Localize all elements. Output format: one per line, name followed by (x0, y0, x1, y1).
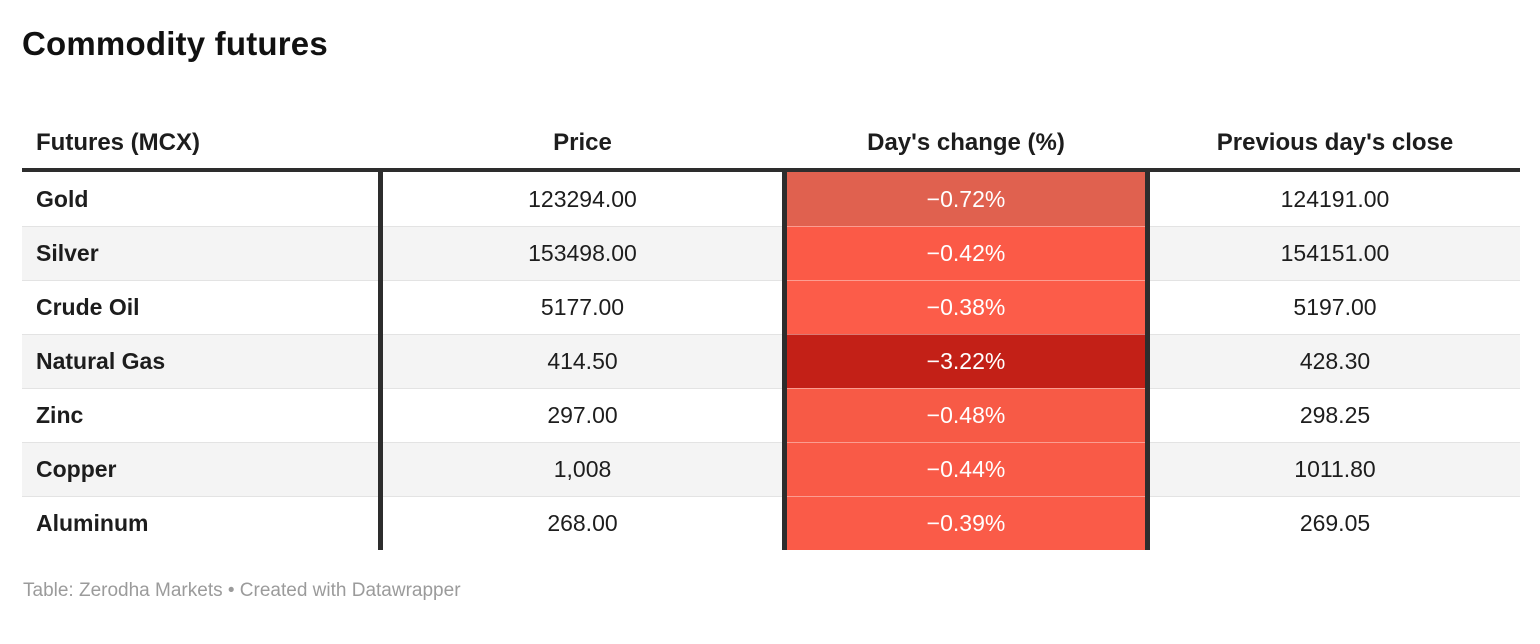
column-divider (378, 442, 383, 496)
column-header-days-change: Day's change (%) (867, 129, 1065, 156)
column-divider (378, 280, 383, 334)
column-header-price: Price (553, 129, 612, 156)
cell-days-change: −0.39% (787, 496, 1145, 550)
cell-commodity-name: Aluminum (22, 496, 378, 550)
cell-days-change: −3.22% (787, 334, 1145, 388)
cell-price: 153498.00 (383, 226, 782, 280)
table-row: Copper 1,008 −0.44% 1011.80 (22, 442, 1520, 496)
column-divider (1145, 280, 1150, 334)
column-divider (782, 496, 787, 550)
cell-commodity-name: Natural Gas (22, 334, 378, 388)
column-divider (782, 172, 787, 226)
column-divider (782, 442, 787, 496)
column-divider (782, 334, 787, 388)
table-row: Zinc 297.00 −0.48% 298.25 (22, 388, 1520, 442)
cell-days-change: −0.38% (787, 280, 1145, 334)
column-divider (1145, 496, 1150, 550)
table-body: Gold 123294.00 −0.72% 124191.00 Silver 1… (22, 172, 1520, 550)
commodity-futures-table: Futures (MCX) Price Day's change (%) Pre… (22, 118, 1520, 550)
cell-prev-close: 5197.00 (1150, 280, 1520, 334)
cell-price: 123294.00 (383, 172, 782, 226)
column-divider (1145, 334, 1150, 388)
page-title: Commodity futures (22, 25, 328, 62)
table-header-row: Futures (MCX) Price Day's change (%) Pre… (22, 118, 1520, 172)
cell-commodity-name: Copper (22, 442, 378, 496)
cell-price: 1,008 (383, 442, 782, 496)
cell-commodity-name: Zinc (22, 388, 378, 442)
cell-price: 414.50 (383, 334, 782, 388)
column-divider (378, 496, 383, 550)
column-divider (1145, 172, 1150, 226)
cell-days-change: −0.48% (787, 388, 1145, 442)
column-divider (1145, 226, 1150, 280)
column-divider (1145, 442, 1150, 496)
table-row: Crude Oil 5177.00 −0.38% 5197.00 (22, 280, 1520, 334)
cell-price: 5177.00 (383, 280, 782, 334)
cell-prev-close: 124191.00 (1150, 172, 1520, 226)
cell-prev-close: 154151.00 (1150, 226, 1520, 280)
cell-days-change: −0.44% (787, 442, 1145, 496)
column-divider (378, 334, 383, 388)
table-row: Gold 123294.00 −0.72% 124191.00 (22, 172, 1520, 226)
column-header-futures: Futures (MCX) (36, 129, 200, 156)
cell-commodity-name: Silver (22, 226, 378, 280)
column-divider (378, 226, 383, 280)
cell-commodity-name: Gold (22, 172, 378, 226)
table-row: Silver 153498.00 −0.42% 154151.00 (22, 226, 1520, 280)
cell-prev-close: 428.30 (1150, 334, 1520, 388)
column-header-prev-close: Previous day's close (1216, 129, 1454, 156)
footer-credit: Table: Zerodha Markets • Created with Da… (23, 580, 461, 601)
cell-prev-close: 1011.80 (1150, 442, 1520, 496)
cell-prev-close: 269.05 (1150, 496, 1520, 550)
column-divider (378, 388, 383, 442)
table-row: Aluminum 268.00 −0.39% 269.05 (22, 496, 1520, 550)
column-divider (378, 172, 383, 226)
cell-days-change: −0.72% (787, 172, 1145, 226)
column-divider (782, 280, 787, 334)
column-divider (1145, 388, 1150, 442)
cell-price: 297.00 (383, 388, 782, 442)
cell-prev-close: 298.25 (1150, 388, 1520, 442)
cell-price: 268.00 (383, 496, 782, 550)
cell-days-change: −0.42% (787, 226, 1145, 280)
column-divider (782, 388, 787, 442)
column-divider (782, 226, 787, 280)
cell-commodity-name: Crude Oil (22, 280, 378, 334)
table-row: Natural Gas 414.50 −3.22% 428.30 (22, 334, 1520, 388)
